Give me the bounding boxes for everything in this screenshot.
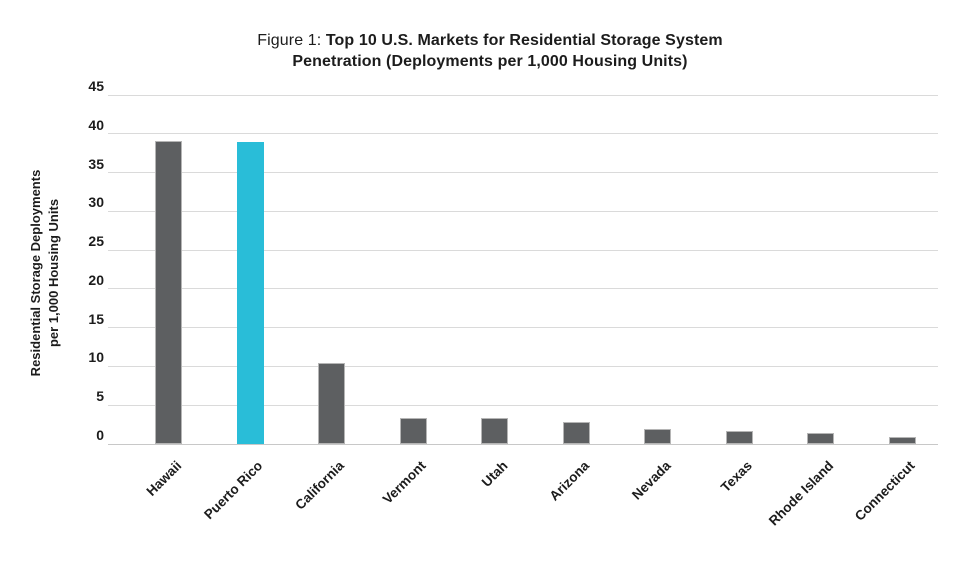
bar-hawaii xyxy=(155,140,183,444)
gridline-y-15 xyxy=(108,327,938,329)
y-tick-label-15: 15 xyxy=(88,310,104,327)
x-tick-label-rhode-island: Rhode Island xyxy=(765,458,837,529)
x-tick-label-nevada: Nevada xyxy=(628,458,674,503)
y-tick-label-25: 25 xyxy=(88,233,104,250)
x-tick-label-utah: Utah xyxy=(478,458,511,490)
gridline-y-10 xyxy=(108,365,938,367)
gridline-y-45 xyxy=(108,94,938,96)
x-tick-label-connecticut: Connecticut xyxy=(852,458,918,524)
chart-title-line1: Figure 1: Top 10 U.S. Markets for Reside… xyxy=(0,30,980,51)
gridline-y-30 xyxy=(108,210,938,212)
x-tick-label-california: California xyxy=(292,458,348,513)
x-tick-label-vermont: Vermont xyxy=(380,458,429,507)
figure-number-label: Figure 1: xyxy=(257,32,326,49)
bar-texas xyxy=(725,430,753,444)
plot-area xyxy=(108,94,938,445)
gridline-y-20 xyxy=(108,288,938,290)
x-tick-label-hawaii: Hawaii xyxy=(143,458,185,499)
y-tick-label-10: 10 xyxy=(88,349,104,366)
bar-california xyxy=(318,363,346,444)
bar-nevada xyxy=(644,428,672,444)
y-tick-label-30: 30 xyxy=(88,194,104,211)
gridline-y-5 xyxy=(108,404,938,406)
x-tick-label-puerto-rico: Puerto Rico xyxy=(201,458,266,523)
y-tick-label-20: 20 xyxy=(88,271,104,288)
x-tick-label-texas: Texas xyxy=(717,458,755,495)
gridline-y-40 xyxy=(108,133,938,135)
y-tick-label-35: 35 xyxy=(88,155,104,172)
gridline-y-0 xyxy=(108,443,938,445)
y-tick-label-0: 0 xyxy=(96,427,104,443)
bar-vermont xyxy=(399,417,427,444)
x-tick-label-arizona: Arizona xyxy=(546,458,592,504)
bar-arizona xyxy=(562,422,590,444)
y-tick-label-45: 45 xyxy=(88,78,104,94)
chart-title-line1-text: Top 10 U.S. Markets for Residential Stor… xyxy=(325,32,723,49)
bar-connecticut xyxy=(888,437,916,444)
y-tick-label-5: 5 xyxy=(96,388,104,405)
bar-utah xyxy=(481,418,509,444)
gridline-y-25 xyxy=(108,249,938,251)
bar-rhode-island xyxy=(807,433,835,444)
y-tick-label-40: 40 xyxy=(88,116,104,133)
chart-title-line2: Penetration (Deployments per 1,000 Housi… xyxy=(292,53,688,70)
chart-title: Figure 1: Top 10 U.S. Markets for Reside… xyxy=(0,30,980,72)
bar-puerto-rico xyxy=(236,141,264,444)
gridline-y-35 xyxy=(108,172,938,174)
